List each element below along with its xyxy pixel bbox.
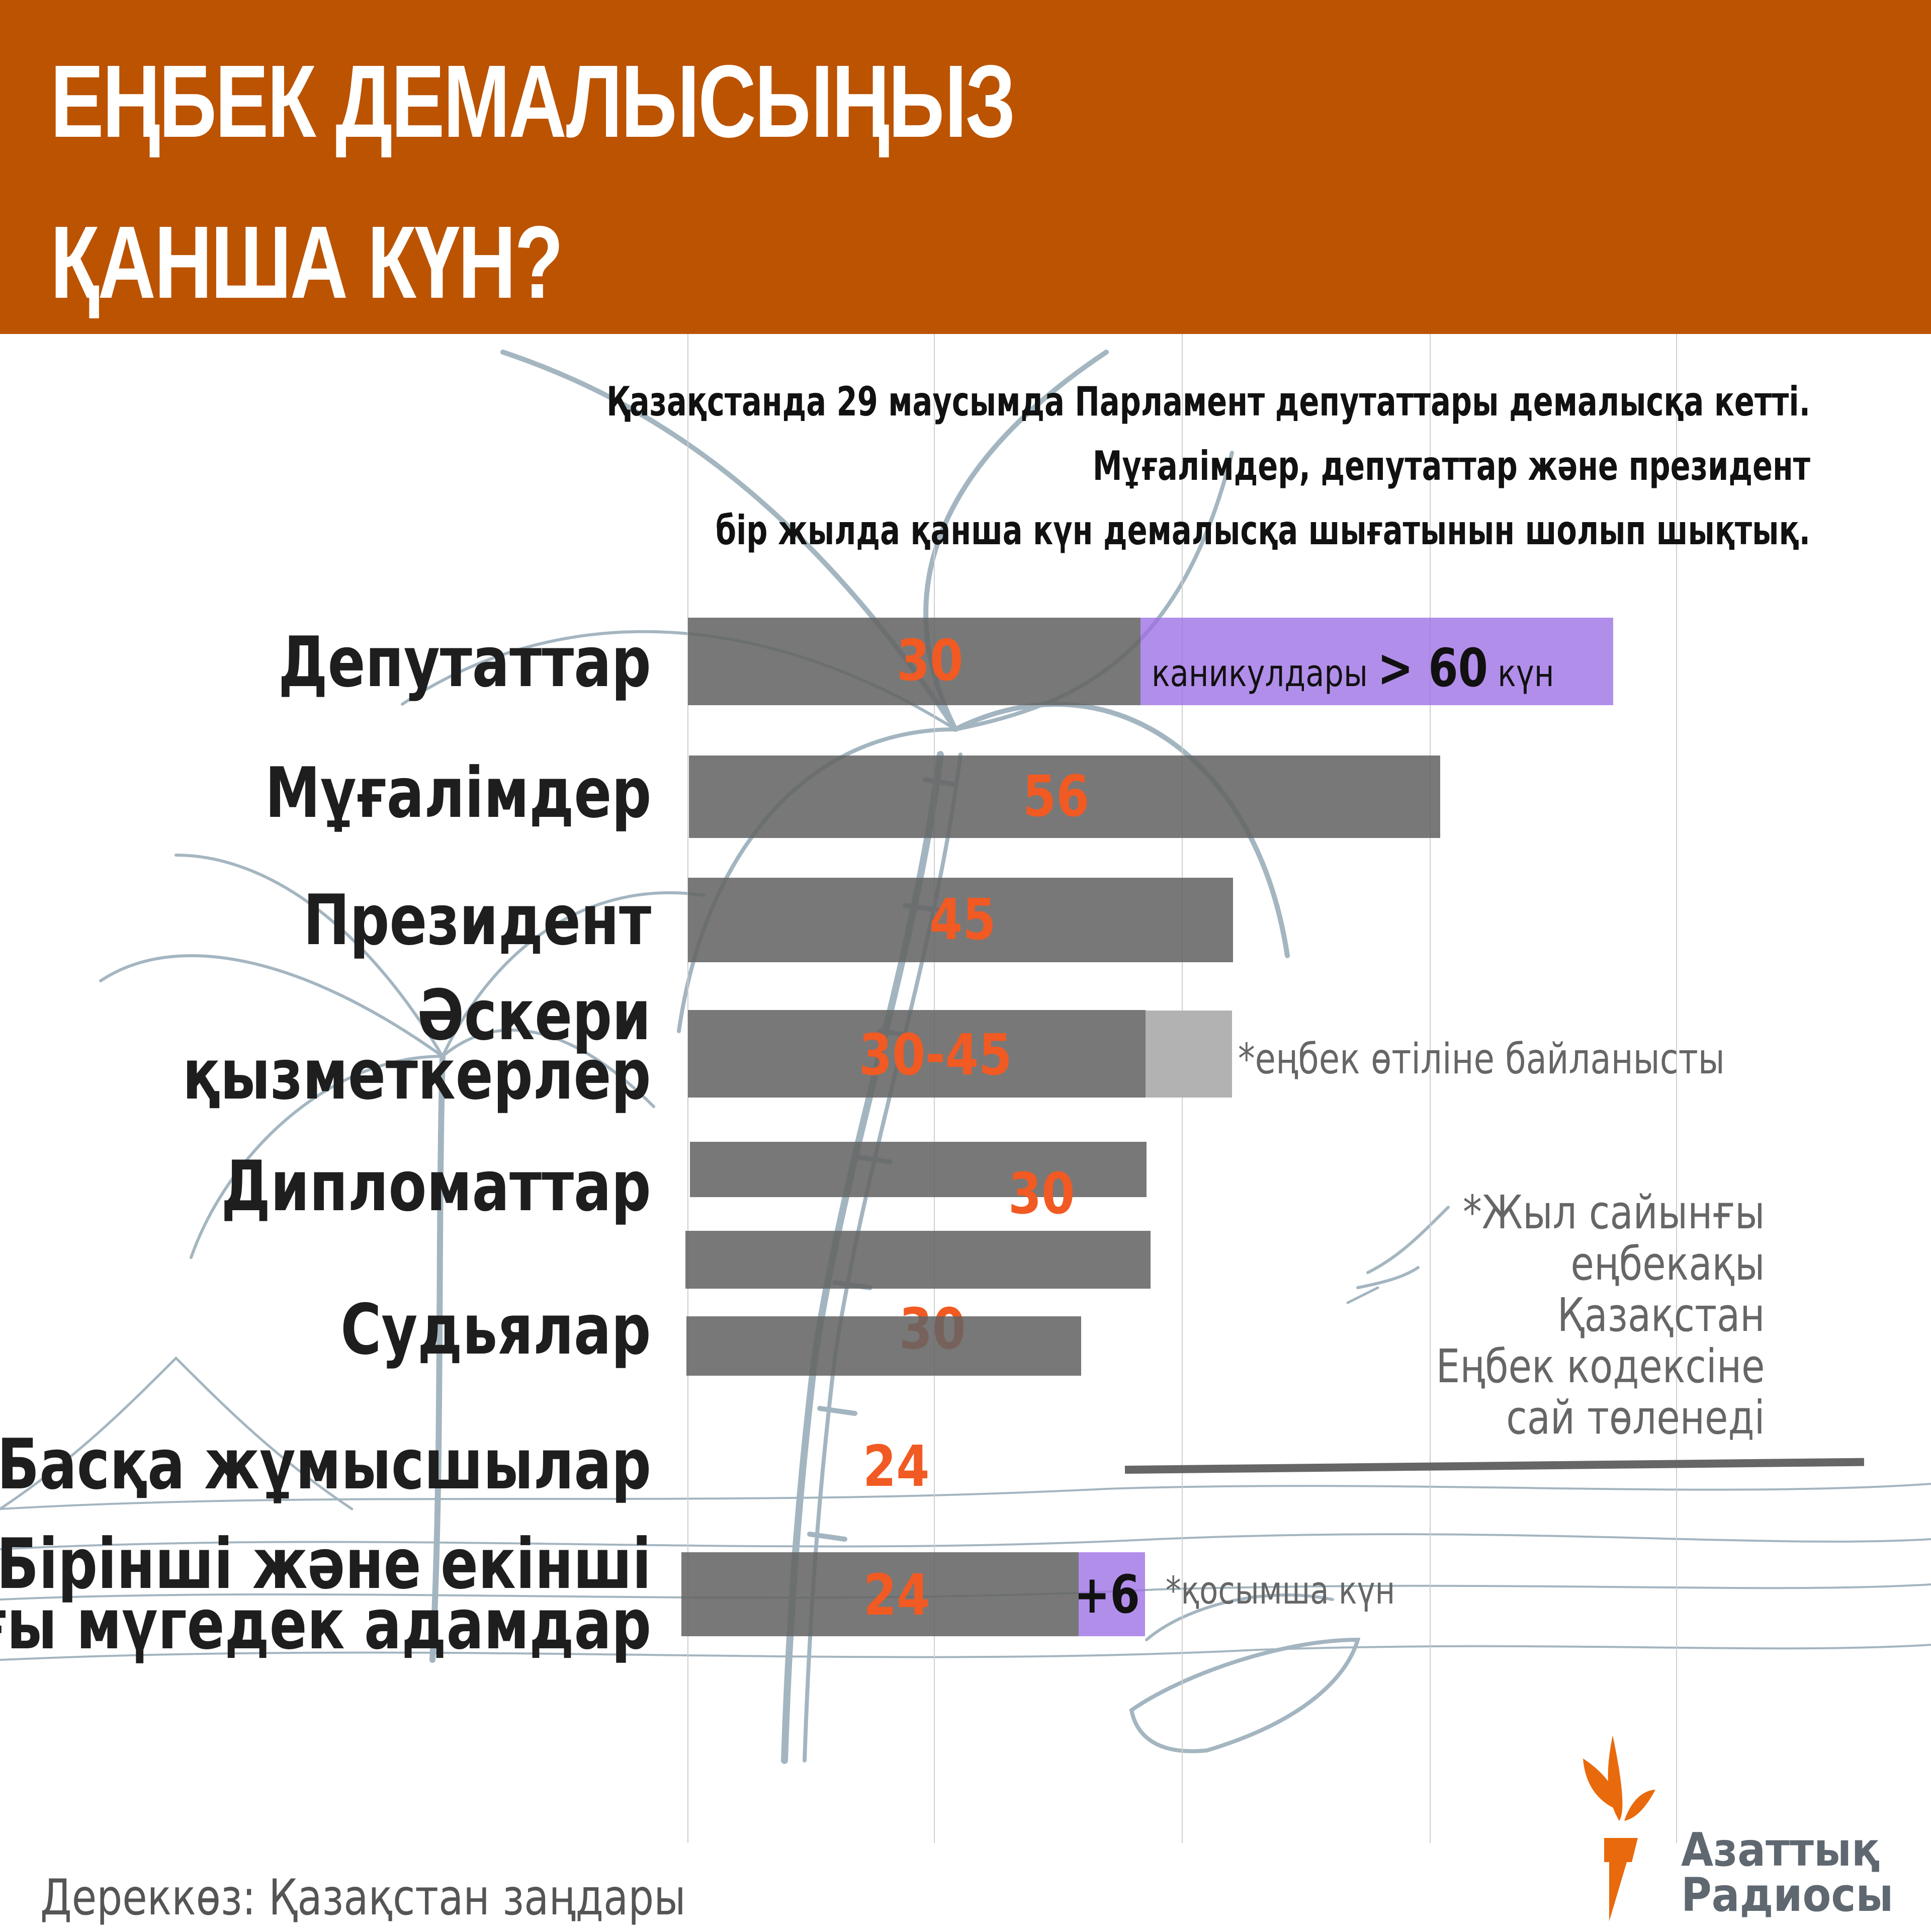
bar-teachers [689, 755, 1440, 838]
value-disabled: 24 [863, 1563, 930, 1628]
bar-president [688, 878, 1233, 962]
logo-text-line-2: Радиосы [1681, 1868, 1894, 1922]
category-label-president: Президент [303, 880, 651, 961]
value-teachers: 56 [1023, 764, 1090, 829]
value-disabled-extra: +6 [1074, 1564, 1140, 1625]
category-label-military-line-2: қызметкерлер [183, 1034, 651, 1115]
gridline [1430, 334, 1431, 1843]
vacation-label-unit: күн [1487, 652, 1554, 695]
value-president: 45 [929, 887, 996, 953]
category-label-judges: Судьялар [340, 1289, 651, 1370]
bar-disabled-extra-days [1079, 1552, 1145, 1636]
bar-diplomats [690, 1142, 1147, 1197]
side-note-line-2: еңбекақы [1570, 1237, 1765, 1291]
category-label-disabled: Бірінші және екінші топтағы мүгедек адам… [0, 1524, 651, 1665]
category-label-teachers: Мұғалімдер [265, 752, 651, 833]
gridline [1676, 334, 1677, 1843]
value-deputies: 30 [897, 628, 963, 694]
value-other-workers: 24 [863, 1434, 930, 1499]
category-label-disabled-line-2: топтағы мүгедек адамдар [0, 1584, 651, 1665]
side-note-divider [1124, 1458, 1865, 1474]
category-label-diplomats: Дипломаттар [221, 1146, 651, 1227]
subtitle-line-1: Қазақстанда 29 маусымда Парламент депута… [606, 378, 1810, 425]
vacation-label-text: каникулдары [1152, 652, 1378, 695]
side-note: *Жыл сайынғы еңбекақы Қазақстан Еңбек ко… [1436, 1187, 1765, 1444]
title-line-1: ЕҢБЕК ДЕМАЛЫСЫҢЫЗ [50, 44, 1016, 159]
header-banner: ЕҢБЕК ДЕМАЛЫСЫҢЫЗ ҚАНША КҮН? [0, 0, 1931, 334]
category-label-disabled-line-1: Бірінші және екінші [0, 1524, 651, 1605]
bar-disabled [681, 1552, 1079, 1636]
note-seniority: *еңбек өтіліне байланысты [1238, 1034, 1725, 1083]
subtitle: Қазақстанда 29 маусымда Парламент депута… [491, 370, 1810, 563]
bar-deputies-vacation-extension [1140, 618, 1613, 705]
page-title: ЕҢБЕК ДЕМАЛЫСЫҢЫЗ ҚАНША КҮН? [50, 44, 1016, 320]
bar-judges [685, 1231, 1151, 1289]
title-line-2: ҚАНША КҮН? [50, 205, 564, 320]
deputies-vacation-label: каникулдары > 60 күн [1152, 638, 1554, 704]
value-diplomats: 30 [1008, 1161, 1075, 1227]
bar-other-workers [686, 1316, 1081, 1376]
logo-text-line-1: Азаттық [1681, 1823, 1880, 1877]
source-credit: Дереккөз: Қазақстан заңдары [40, 1869, 686, 1926]
side-note-line-3: Қазақстан [1557, 1288, 1765, 1342]
side-note-line-5: сай төленеді [1506, 1391, 1765, 1445]
category-label-military: Әскери қызметкерлер [183, 975, 651, 1115]
side-note-line-4: Еңбек кодексіне [1436, 1339, 1765, 1393]
palm-tree-sketch-illustration [0, 350, 1931, 1764]
subtitle-line-3: бір жылда қанша күн демалысқа шығатынын … [715, 507, 1810, 554]
note-extra-days: *қосымша күн [1166, 1568, 1395, 1613]
side-note-line-1: *Жыл сайынғы [1463, 1186, 1765, 1239]
bar-military [688, 1010, 1146, 1098]
bar-military-seniority-extension [1146, 1011, 1232, 1098]
torch-icon [1583, 1735, 1655, 1921]
category-label-military-line-1: Әскери [417, 975, 651, 1056]
subtitle-line-2: Мұғалімдер, депутаттар және президент [1092, 443, 1810, 489]
bar-deputies [688, 618, 1140, 705]
category-label-other-workers: Басқа жұмысшылар [0, 1424, 651, 1505]
value-military: 30-45 [859, 1023, 1012, 1088]
category-label-deputies: Депутаттар [278, 622, 651, 703]
vacation-label-number: > 60 [1377, 637, 1488, 699]
